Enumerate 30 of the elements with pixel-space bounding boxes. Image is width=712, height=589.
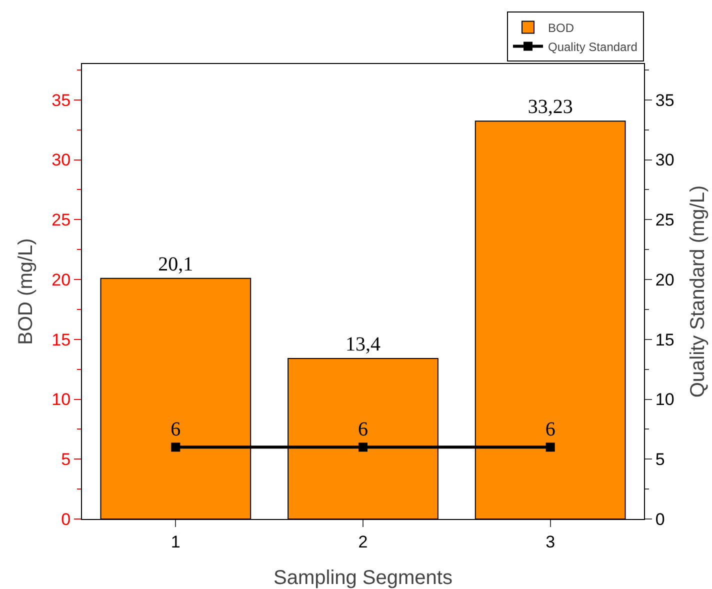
y2-tick-label: 25 (655, 210, 674, 230)
y-tick-label: 20 (52, 270, 71, 290)
data-label: 6 (170, 418, 181, 441)
y-tick-label: 30 (52, 150, 71, 170)
y2-tick-label: 0 (655, 510, 665, 529)
y2-tick-label: 10 (655, 390, 674, 410)
y2-tick-label: 35 (655, 90, 674, 110)
data-label: 20,1 (158, 253, 194, 276)
y2-tick-label: 15 (655, 330, 674, 350)
y-tick-label: 5 (61, 450, 71, 470)
data-label: 33,23 (528, 96, 573, 118)
x-tick-label: 2 (358, 532, 368, 552)
y-tick-label: 10 (52, 390, 71, 410)
x-tick-label: 3 (546, 532, 556, 552)
y2-tick-label: 20 (655, 270, 674, 290)
data-label: 6 (545, 418, 556, 441)
y2-axis-title: Quality Standard (mg/L) (687, 185, 709, 398)
data-label: 13,4 (346, 334, 380, 356)
y-tick-label: 15 (52, 330, 71, 350)
legend-label: Quality Standard (548, 40, 638, 54)
x-axis-title: Sampling Segments (274, 567, 452, 589)
data-label: 6 (358, 418, 368, 441)
y2-tick-label: 30 (655, 150, 674, 170)
y-tick-label: 0 (61, 510, 71, 529)
y-tick-label: 25 (52, 210, 71, 230)
y2-tick-label: 5 (655, 450, 665, 470)
y-axis-title: BOD (mg/L) (15, 238, 37, 345)
y-tick-label: 35 (52, 90, 71, 110)
x-tick-label: 1 (170, 532, 180, 552)
legend-label: BOD (548, 20, 574, 35)
